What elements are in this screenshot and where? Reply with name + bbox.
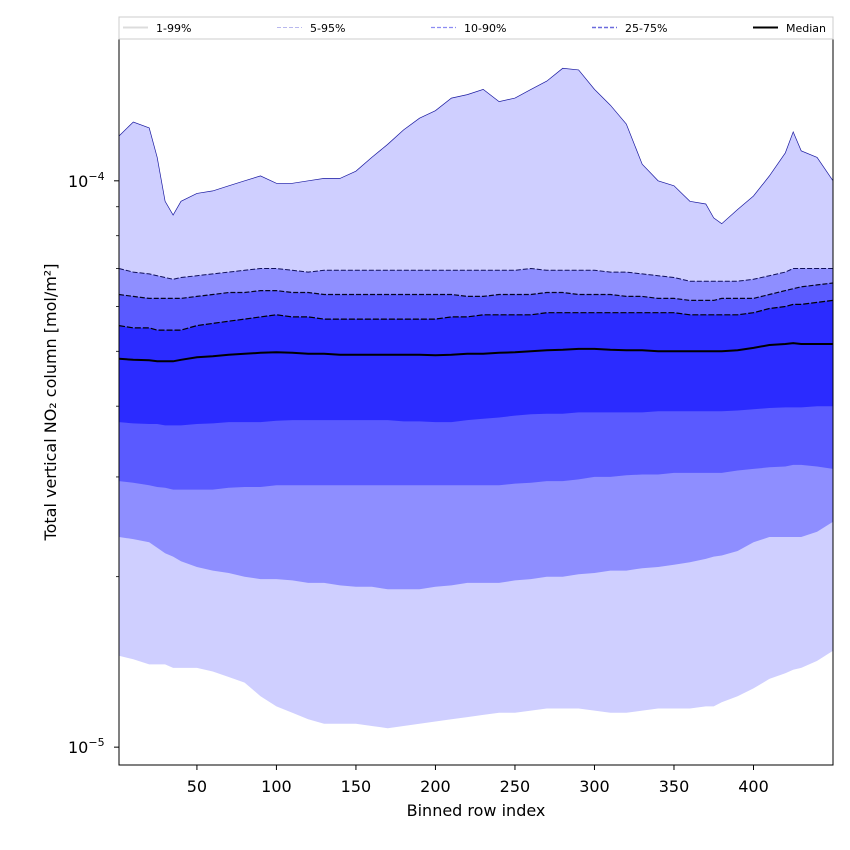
x-tick-label: 250 bbox=[500, 777, 531, 796]
p90-line bbox=[118, 282, 834, 301]
x-tick-label: 200 bbox=[420, 777, 451, 796]
x-axis-ticks: 50 100 150 200 250 300 350 400 bbox=[187, 765, 769, 796]
p75-line bbox=[118, 299, 834, 331]
p99-line bbox=[118, 67, 834, 225]
legend-box bbox=[118, 16, 834, 40]
x-tick-label: 150 bbox=[341, 777, 372, 796]
y-tick-base: 10 bbox=[68, 738, 88, 757]
percentile-bands bbox=[119, 68, 833, 729]
p95-line bbox=[118, 267, 833, 282]
y-tick-exponent: −5 bbox=[88, 736, 104, 749]
band-25-75 bbox=[119, 300, 833, 426]
x-tick-label: 300 bbox=[579, 777, 610, 796]
y-axis-ticks: 10−410−5 bbox=[68, 170, 119, 757]
median-line bbox=[118, 342, 833, 363]
x-tick-label: 50 bbox=[187, 777, 207, 796]
percentile-lines bbox=[118, 67, 834, 363]
y-axis-label: Total vertical NO₂ column [mol/m²] bbox=[41, 264, 60, 542]
x-axis-label: Binned row index bbox=[407, 801, 546, 820]
x-tick-label: 100 bbox=[261, 777, 292, 796]
x-tick-label: 350 bbox=[659, 777, 690, 796]
legend-label: 25-75% bbox=[625, 22, 667, 35]
y-tick-label: 10−4 bbox=[68, 170, 105, 191]
legend-label: 5-95% bbox=[310, 22, 345, 35]
y-tick-label: 10−5 bbox=[68, 736, 105, 757]
legend-label: 10-90% bbox=[464, 22, 506, 35]
x-tick-label: 400 bbox=[738, 777, 769, 796]
y-tick-exponent: −4 bbox=[88, 170, 104, 183]
y-tick-base: 10 bbox=[68, 172, 88, 191]
legend-label: 1-99% bbox=[156, 22, 191, 35]
legend-label: Median bbox=[786, 22, 826, 35]
legend: 1-99% 5-95% 10-90% 25-75% Median bbox=[118, 16, 834, 40]
